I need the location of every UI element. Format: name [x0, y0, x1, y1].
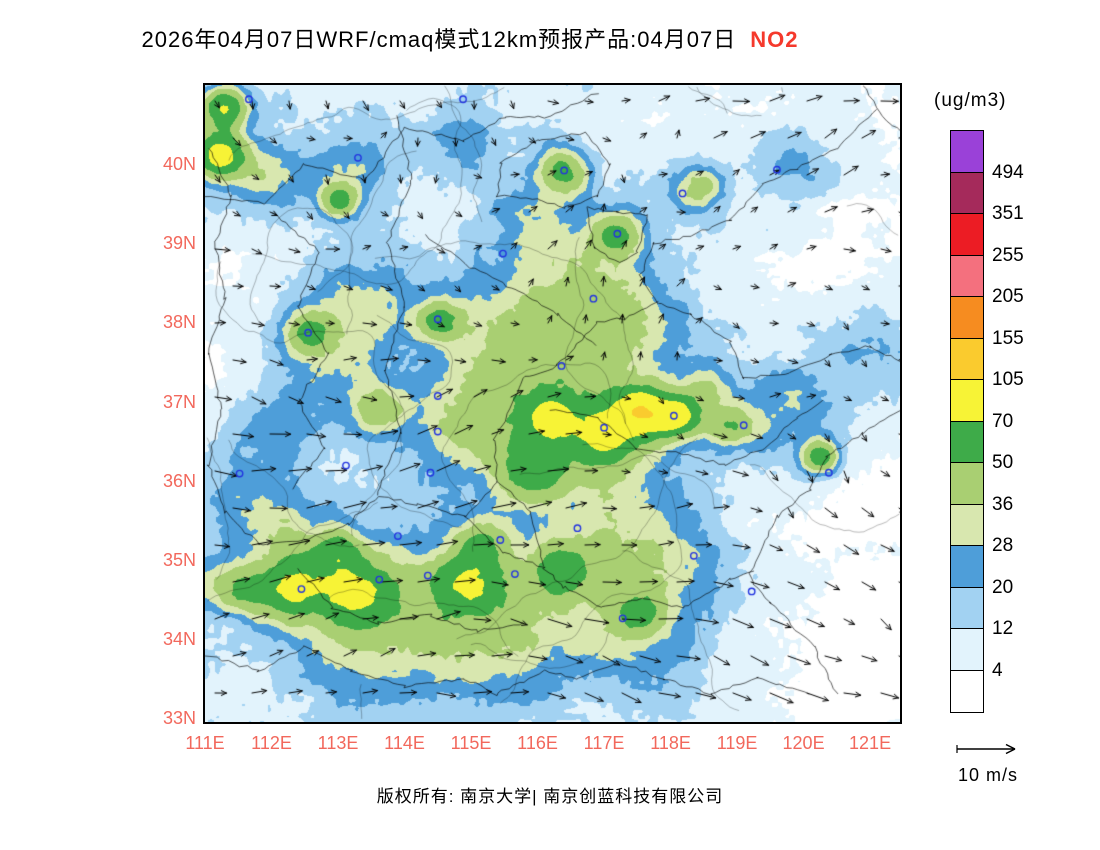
colorbar-tick-label: 494 — [992, 161, 1024, 183]
colorbar-tick-label: 36 — [992, 493, 1014, 515]
map-frame — [203, 83, 902, 724]
page-title: 2026年04月07日WRF/cmaq模式12km预报产品:04月07日 NO2 — [0, 22, 940, 54]
colorbar-band — [951, 587, 983, 629]
lat-tick-label: 38N — [162, 312, 196, 333]
colorbar-band — [951, 380, 983, 422]
lat-tick-label: 34N — [162, 628, 196, 649]
lon-tick-label: 116E — [517, 733, 558, 753]
colorbar-tick-label: 70 — [992, 410, 1014, 432]
colorbar-band — [951, 670, 983, 712]
colorbar-band — [951, 255, 983, 297]
lon-tick-label: 113E — [317, 733, 359, 753]
title-text: 2026年04月07日WRF/cmaq模式12km预报产品:04月07日 — [141, 27, 737, 52]
lon-tick-label: 111E — [185, 733, 225, 753]
lon-tick-label: 112E — [251, 733, 292, 753]
colorbar-tick-label: 4 — [992, 659, 1003, 681]
colorbar-tick-label: 12 — [992, 618, 1014, 639]
copyright-footer: 版权所有: 南京大学| 南京创蓝科技有限公司 — [376, 787, 724, 806]
forecast-map-canvas — [205, 85, 900, 722]
colorbar-band — [951, 297, 983, 339]
lon-tick-label: 115E — [450, 733, 492, 753]
colorbar-band — [951, 214, 983, 256]
lat-tick-label: 40N — [162, 154, 196, 175]
wind-legend: 10 m/s — [948, 740, 1028, 786]
colorbar-band — [951, 131, 983, 173]
colorbar-band — [951, 504, 983, 546]
colorbar-band — [951, 172, 983, 214]
colorbar-band — [951, 629, 983, 671]
colorbar-tick-label: 205 — [992, 286, 1024, 307]
lat-tick-label: 33N — [162, 708, 196, 729]
colorbar-band — [951, 463, 983, 505]
colorbar — [950, 130, 984, 713]
title-species: NO2 — [750, 27, 799, 52]
wind-legend-label: 10 m/s — [957, 765, 1019, 785]
lon-tick-label: 118E — [650, 733, 691, 753]
colorbar-tick-label: 255 — [992, 244, 1024, 266]
lat-tick-label: 35N — [162, 549, 196, 570]
lon-tick-label: 114E — [384, 733, 425, 753]
wind-reference-arrow — [956, 743, 1016, 755]
lat-tick-label: 36N — [162, 470, 196, 491]
lon-tick-label: 117E — [583, 733, 625, 753]
lon-tick-label: 121E — [849, 733, 892, 753]
legend-unit-label: (ug/m3) — [934, 90, 1007, 111]
colorbar-tick-label: 50 — [992, 452, 1014, 473]
colorbar-tick-label: 20 — [992, 576, 1014, 598]
colorbar-band — [951, 546, 983, 588]
lon-tick-label: 119E — [716, 733, 758, 753]
colorbar-band — [951, 421, 983, 463]
colorbar-tick-label: 351 — [992, 203, 1024, 224]
colorbar-band — [951, 338, 983, 380]
lon-tick-label: 120E — [782, 733, 825, 753]
colorbar-tick-label: 105 — [992, 369, 1024, 390]
lat-tick-label: 37N — [162, 391, 196, 412]
lat-tick-label: 39N — [162, 233, 196, 254]
colorbar-tick-label: 155 — [992, 327, 1024, 349]
colorbar-tick-label: 28 — [992, 535, 1014, 556]
